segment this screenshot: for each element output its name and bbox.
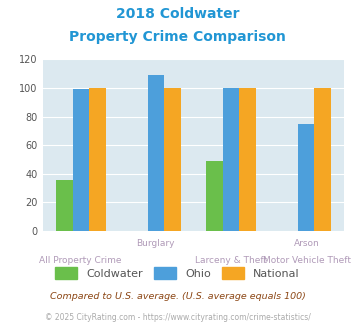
Text: 2018 Coldwater: 2018 Coldwater (116, 7, 239, 20)
Text: Property Crime Comparison: Property Crime Comparison (69, 30, 286, 44)
Bar (148, 75, 164, 231)
Text: Arson: Arson (294, 239, 320, 248)
Bar (297, 124, 314, 231)
Text: Compared to U.S. average. (U.S. average equals 100): Compared to U.S. average. (U.S. average … (50, 292, 305, 301)
Text: All Property Crime: All Property Crime (39, 256, 121, 265)
Text: Motor Vehicle Theft: Motor Vehicle Theft (263, 256, 351, 265)
Bar (73, 89, 89, 231)
Bar (314, 88, 331, 231)
Bar (223, 88, 239, 231)
Bar (56, 180, 73, 231)
Bar (206, 161, 223, 231)
Bar (164, 88, 181, 231)
Legend: Coldwater, Ohio, National: Coldwater, Ohio, National (51, 263, 304, 283)
Bar (89, 88, 106, 231)
Text: Burglary: Burglary (137, 239, 175, 248)
Text: Larceny & Theft: Larceny & Theft (195, 256, 267, 265)
Text: © 2025 CityRating.com - https://www.cityrating.com/crime-statistics/: © 2025 CityRating.com - https://www.city… (45, 314, 310, 322)
Bar (239, 88, 256, 231)
